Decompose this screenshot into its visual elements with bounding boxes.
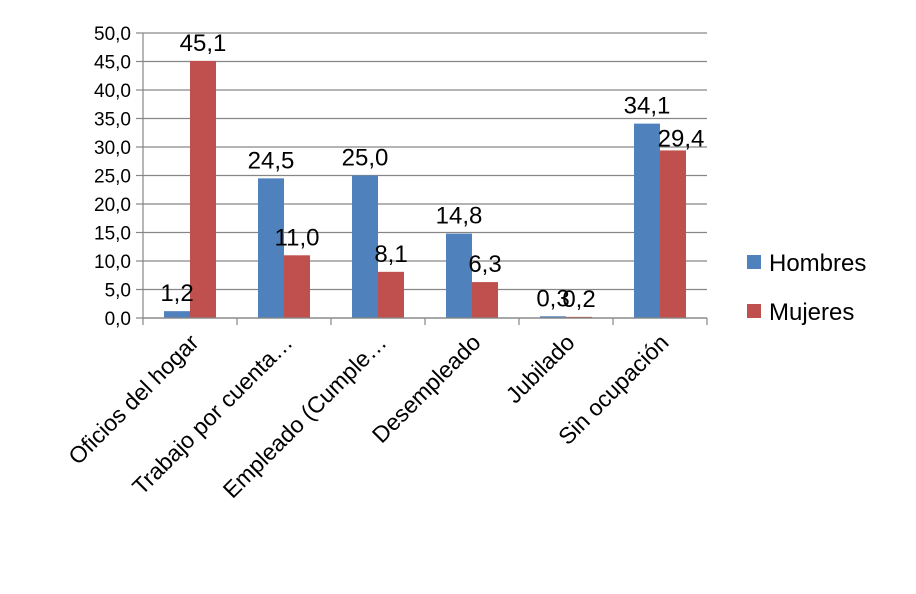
data-label-mujeres: 6,3: [468, 251, 501, 278]
y-tick-label: 10,0: [94, 252, 131, 273]
bar-mujeres: [472, 282, 498, 318]
data-label-hombres: 0,3: [536, 285, 569, 312]
y-tick-label: 15,0: [94, 224, 131, 245]
x-tick-label: Trabajo por cuenta…: [127, 329, 298, 500]
y-tick-label: 35,0: [94, 110, 131, 131]
y-tick-label: 30,0: [94, 138, 131, 159]
bar-hombres: [540, 316, 566, 318]
bar-mujeres: [190, 60, 216, 319]
legend-label: Mujeres: [769, 299, 854, 326]
y-tick-label: 25,0: [94, 167, 131, 188]
bar-hombres: [164, 311, 190, 318]
bar-hombres: [352, 175, 378, 318]
legend-swatch: [747, 304, 761, 318]
y-tick-label: 50,0: [94, 24, 131, 45]
x-tick-label: Empleado (Cumple…: [218, 329, 392, 503]
y-tick-label: 45,0: [94, 53, 131, 74]
bar-hombres: [258, 178, 284, 318]
data-label-hombres: 1,2: [160, 280, 193, 307]
bar-mujeres: [284, 255, 310, 318]
data-label-hombres: 14,8: [436, 203, 483, 230]
legend: Hombres Mujeres: [747, 250, 866, 326]
bar-mujeres: [378, 271, 404, 318]
x-tick-label: Jubilado: [501, 329, 580, 408]
bars: [164, 60, 686, 319]
y-tick-label: 20,0: [94, 195, 131, 216]
data-label-mujeres: 8,1: [374, 241, 407, 268]
data-label-hombres: 25,0: [342, 145, 389, 172]
data-label-mujeres: 45,1: [180, 30, 227, 57]
y-tick-label: 5,0: [105, 281, 131, 302]
y-axis: 0,0 5,0 10,0 15,0 20,0 25,0 30,0 35,0 40,0 45,0 50…: [94, 24, 144, 330]
legend-label: Hombres: [769, 250, 866, 277]
data-label-hombres: 24,5: [248, 147, 295, 174]
y-tick-label: 0,0: [105, 309, 131, 330]
bar-hombres: [634, 123, 660, 318]
data-label-mujeres: 11,0: [275, 224, 320, 251]
legend-swatch: [747, 255, 761, 269]
data-labels: 1,2 24,5 25,0 14,8 0,3 34,1 45,1 11,0 8,1 6,3 0,2 2…: [160, 30, 704, 313]
bar-mujeres: [660, 150, 686, 318]
data-label-mujeres: 29,4: [658, 125, 705, 152]
legend-item-hombres: Hombres: [747, 250, 866, 277]
gridlines: [143, 32, 707, 319]
y-tick-label: 40,0: [94, 81, 131, 102]
bar-hombres: [446, 233, 472, 318]
legend-item-mujeres: Mujeres: [747, 299, 854, 326]
data-label-hombres: 34,1: [624, 93, 671, 120]
data-label-mujeres: 0,2: [562, 286, 595, 313]
